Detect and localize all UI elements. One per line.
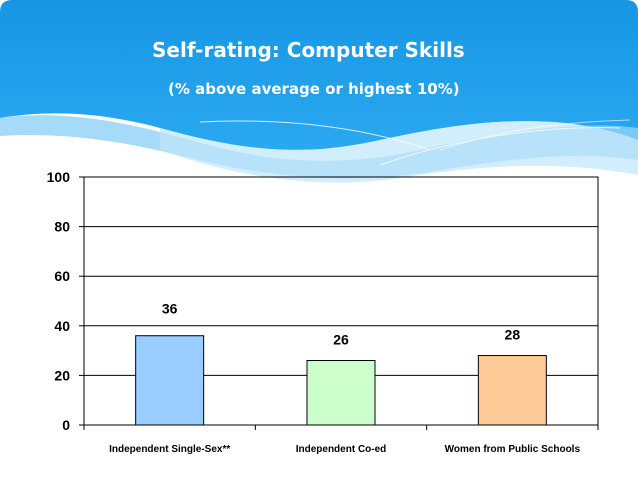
- bar-value-labels: 36 26 28: [162, 301, 520, 348]
- y-tick-label: 80: [54, 219, 70, 235]
- plot-area-frame: [83, 176, 599, 426]
- x-tick-label: Independent Single-Sex**: [109, 444, 230, 455]
- bar: [477, 355, 547, 426]
- bars: [135, 335, 547, 426]
- y-tick-labels: 0 20 40 60 80 100: [47, 169, 71, 433]
- y-tick-label: 20: [54, 367, 70, 383]
- x-tick-label: Women from Public Schools: [445, 444, 581, 455]
- y-tick-label: 60: [54, 268, 70, 284]
- slide-title: Self-rating: Computer Skills: [152, 38, 465, 62]
- bar-value-label: 26: [333, 332, 349, 348]
- y-tick-label: 100: [47, 169, 71, 185]
- header-wave-background: [0, 0, 638, 185]
- x-tick-labels: Independent Single-Sex** Independent Co-e…: [109, 444, 580, 455]
- bar-value-label: 28: [505, 327, 521, 343]
- x-tick-label: Independent Co-ed: [296, 444, 387, 455]
- bar: [306, 360, 376, 426]
- slide-subtitle: (% above average or highest 10%): [168, 80, 460, 98]
- bar-value-label: 36: [162, 301, 178, 317]
- bar: [135, 335, 205, 426]
- y-tick-label: 40: [54, 318, 70, 334]
- y-tick-label: 0: [62, 417, 70, 433]
